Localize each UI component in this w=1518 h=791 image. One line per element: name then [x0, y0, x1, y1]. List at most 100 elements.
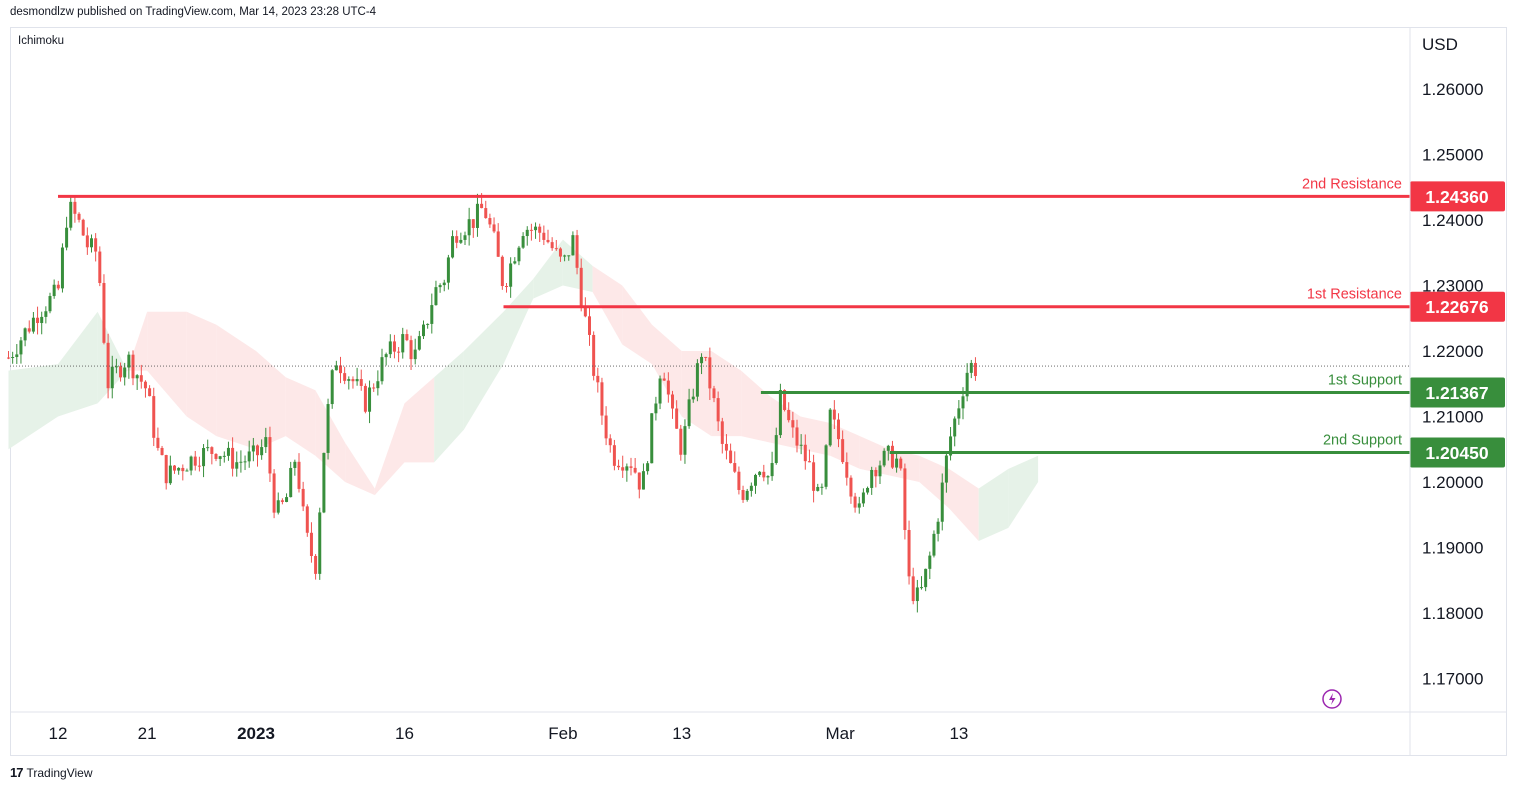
candle-body	[621, 467, 625, 471]
candle-body	[384, 354, 388, 358]
candle	[422, 320, 425, 340]
time-tick-label: Feb	[548, 724, 577, 743]
candle	[824, 444, 828, 490]
candle-body	[604, 415, 608, 439]
candle-body	[679, 428, 683, 455]
time-tick-label: 16	[395, 724, 414, 743]
candle	[596, 367, 600, 393]
candle	[895, 451, 899, 473]
candle-body	[256, 445, 259, 456]
candle-body	[783, 390, 787, 410]
candle	[708, 347, 712, 401]
candle-body	[114, 366, 118, 368]
candle-body	[592, 334, 596, 376]
candle-body	[903, 468, 907, 531]
candle-body	[866, 487, 870, 493]
candle	[206, 439, 210, 452]
cloud-segment	[285, 377, 316, 456]
candle-body	[446, 257, 450, 283]
candle	[90, 234, 93, 253]
candle-body	[542, 232, 546, 240]
candle-body	[305, 506, 309, 533]
flash-icon[interactable]	[1322, 689, 1342, 709]
candle	[289, 461, 293, 498]
cloud-segment	[345, 442, 375, 496]
1st-support-price: 1.21367	[1425, 383, 1488, 403]
candle-body	[704, 356, 708, 358]
1st-resistance-price: 1.22676	[1425, 297, 1489, 317]
candle	[720, 417, 724, 454]
candle	[434, 280, 438, 306]
time-tick-label: 2023	[237, 724, 275, 743]
candle-body	[347, 379, 351, 381]
candle	[745, 488, 749, 502]
candle-body	[795, 427, 799, 446]
candle-body	[484, 208, 488, 219]
candle-body	[430, 305, 434, 324]
candle-body	[48, 296, 52, 312]
candle-body	[575, 235, 579, 268]
candle-body	[907, 530, 911, 577]
candle	[754, 473, 757, 494]
candle-body	[77, 213, 81, 220]
candle-body	[778, 390, 782, 436]
candle	[48, 292, 52, 314]
candle-body	[517, 247, 521, 262]
candle	[293, 459, 297, 476]
candle	[27, 320, 31, 334]
candle-body	[612, 445, 616, 466]
tradingview-footer[interactable]: 17 TradingView	[10, 765, 93, 780]
candle	[343, 366, 347, 385]
2nd-support-price: 1.20450	[1425, 443, 1489, 463]
candle-body	[376, 381, 380, 389]
cloud-segment	[503, 278, 534, 365]
candle-body	[662, 378, 666, 381]
candle	[297, 453, 301, 493]
candle	[60, 243, 64, 293]
candle	[177, 467, 181, 475]
candle-body	[318, 512, 322, 574]
candle-body	[247, 451, 251, 462]
candle-body	[60, 247, 64, 289]
candle-body	[268, 437, 272, 474]
candle	[903, 463, 907, 540]
candle	[160, 445, 164, 456]
candle	[563, 254, 567, 262]
candle-body	[803, 444, 807, 462]
candle	[949, 427, 953, 461]
candle-body	[392, 341, 396, 352]
candle-body	[633, 467, 637, 473]
tradingview-logo-icon: 17	[10, 765, 24, 780]
candle-body	[924, 568, 928, 588]
candle	[496, 223, 500, 257]
candles	[7, 193, 977, 613]
candle	[832, 400, 836, 430]
indicator-label[interactable]: Ichimoku	[18, 35, 65, 47]
time-tick-label: 13	[949, 724, 968, 743]
candle-body	[567, 255, 571, 257]
candle-body	[226, 447, 230, 456]
candle-body	[56, 284, 60, 289]
candle-body	[475, 203, 479, 228]
candle	[662, 372, 666, 381]
candle	[795, 419, 799, 453]
candle	[19, 337, 23, 364]
candle-body	[915, 587, 919, 602]
candle	[264, 427, 268, 453]
candle-body	[177, 467, 181, 471]
candle-body	[15, 354, 19, 358]
candle-body	[488, 218, 492, 225]
candle	[446, 254, 450, 290]
candle	[106, 333, 110, 399]
candle	[608, 434, 612, 453]
1st-support-price-tag	[1410, 377, 1505, 408]
candle	[567, 255, 571, 261]
candle-body	[953, 418, 957, 437]
candle	[73, 197, 77, 223]
candle	[882, 448, 886, 468]
candle-body	[849, 477, 853, 497]
candle-body	[762, 471, 766, 478]
candle-body	[218, 456, 222, 459]
candle	[81, 218, 85, 236]
